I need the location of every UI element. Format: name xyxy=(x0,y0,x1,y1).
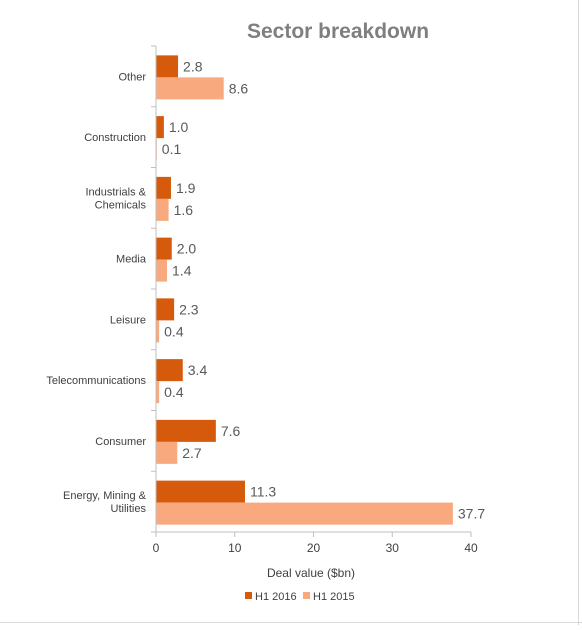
bars xyxy=(156,55,453,525)
category-label: Consumer xyxy=(95,436,146,448)
category-label-line: Industrials & xyxy=(85,186,146,198)
category-label-line: Utilities xyxy=(111,503,147,515)
category-label-line: Telecommunications xyxy=(46,375,146,387)
x-tick-label: 20 xyxy=(307,541,321,555)
data-label: 11.3 xyxy=(250,484,276,500)
category-label-line: Other xyxy=(118,71,146,83)
category-label: Industrials & Chemicals xyxy=(85,186,146,211)
chart-title: Sector breakdown xyxy=(247,20,429,43)
bar xyxy=(156,298,175,321)
category-label-line: Energy, Mining & xyxy=(63,490,147,502)
bar xyxy=(156,502,453,525)
category-label-line: Media xyxy=(116,254,147,266)
data-label: 1.4 xyxy=(172,263,192,279)
bar xyxy=(156,480,245,503)
bar xyxy=(156,359,183,382)
legend: H1 2016 H1 2015 xyxy=(245,591,355,603)
data-label: 2.0 xyxy=(177,241,197,257)
bar xyxy=(156,320,160,343)
data-label: 0.4 xyxy=(164,384,184,400)
data-label: 2.8 xyxy=(183,58,203,74)
x-tick-label: 30 xyxy=(386,541,400,555)
frame-border-bottom xyxy=(0,622,582,623)
x-tick-label: 10 xyxy=(228,541,242,555)
data-label: 1.9 xyxy=(176,180,196,196)
x-axis-title: Deal value ($bn) xyxy=(267,566,355,580)
bar xyxy=(156,55,179,78)
category-label: Energy, Mining & Utilities xyxy=(63,490,147,515)
bar xyxy=(156,381,160,404)
category-label: Other xyxy=(118,71,146,83)
data-label: 0.1 xyxy=(162,141,182,157)
category-label: Telecommunications xyxy=(46,375,146,387)
data-label: 1.0 xyxy=(169,119,189,135)
axes: 0 10 20 30 40 xyxy=(151,45,478,555)
bar xyxy=(156,419,216,442)
x-tick-label: 40 xyxy=(464,541,478,555)
category-label-line: Leisure xyxy=(110,314,146,326)
x-tick-label: 0 xyxy=(153,541,160,555)
data-label: 2.7 xyxy=(182,445,202,461)
bar xyxy=(156,77,224,100)
category-label: Media xyxy=(116,254,147,266)
bar xyxy=(156,198,169,221)
data-label: 0.4 xyxy=(164,323,184,339)
legend-label: H1 2015 xyxy=(313,591,355,603)
data-label: 2.3 xyxy=(179,301,199,317)
category-label-line: Construction xyxy=(84,132,146,144)
bar xyxy=(156,116,164,139)
category-label: Construction xyxy=(84,132,146,144)
data-label: 1.6 xyxy=(174,202,194,218)
frame-border-right xyxy=(578,0,579,625)
legend-swatch xyxy=(245,592,252,599)
category-label-line: Chemicals xyxy=(95,199,147,211)
value-labels: 2.88.61.00.11.91.62.01.42.30.43.40.47.62… xyxy=(162,58,486,521)
legend-swatch xyxy=(303,592,310,599)
category-label-line: Consumer xyxy=(95,436,146,448)
category-labels: Other Construction Industrials & Chemicals M… xyxy=(46,71,147,515)
bar xyxy=(156,441,178,464)
legend-label: H1 2016 xyxy=(255,591,297,603)
data-label: 7.6 xyxy=(221,423,241,439)
data-label: 8.6 xyxy=(229,80,249,96)
bar xyxy=(156,237,172,260)
data-label: 37.7 xyxy=(458,506,485,522)
category-label: Leisure xyxy=(110,314,146,326)
data-label: 3.4 xyxy=(188,362,208,378)
bar xyxy=(156,176,171,199)
bar xyxy=(156,259,168,282)
